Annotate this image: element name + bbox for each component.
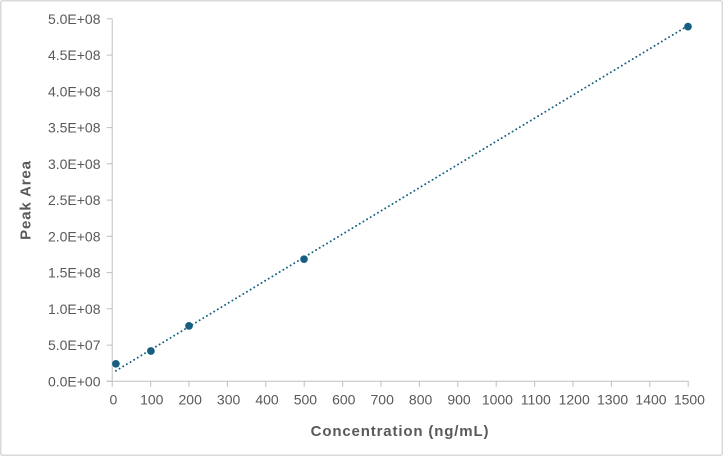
svg-text:800: 800 (409, 392, 433, 408)
svg-text:500: 500 (294, 392, 318, 408)
svg-text:Peak Area: Peak Area (18, 160, 35, 240)
svg-text:1.0E+08: 1.0E+08 (48, 301, 101, 317)
svg-text:200: 200 (179, 392, 203, 408)
svg-text:4.0E+08: 4.0E+08 (48, 83, 101, 99)
svg-text:1.5E+08: 1.5E+08 (48, 265, 101, 281)
svg-text:1500: 1500 (674, 392, 705, 408)
svg-text:0: 0 (110, 392, 118, 408)
svg-text:400: 400 (255, 392, 279, 408)
svg-text:1200: 1200 (559, 392, 590, 408)
svg-text:1000: 1000 (482, 392, 513, 408)
svg-text:5.0E+07: 5.0E+07 (48, 337, 101, 353)
svg-text:600: 600 (332, 392, 356, 408)
svg-text:1400: 1400 (635, 392, 666, 408)
svg-text:700: 700 (371, 392, 395, 408)
svg-text:2.0E+08: 2.0E+08 (48, 228, 101, 244)
svg-text:100: 100 (140, 392, 164, 408)
svg-text:3.5E+08: 3.5E+08 (48, 120, 101, 136)
svg-text:900: 900 (447, 392, 471, 408)
svg-text:4.5E+08: 4.5E+08 (48, 47, 101, 63)
svg-text:0.0E+00: 0.0E+00 (48, 373, 101, 389)
svg-text:300: 300 (217, 392, 241, 408)
svg-text:Concentration (ng/mL): Concentration (ng/mL) (311, 423, 490, 440)
svg-text:5.0E+08: 5.0E+08 (48, 11, 101, 27)
svg-text:1100: 1100 (521, 392, 551, 408)
svg-text:1300: 1300 (597, 392, 628, 408)
svg-text:3.0E+08: 3.0E+08 (48, 156, 101, 172)
svg-text:2.5E+08: 2.5E+08 (48, 192, 101, 208)
